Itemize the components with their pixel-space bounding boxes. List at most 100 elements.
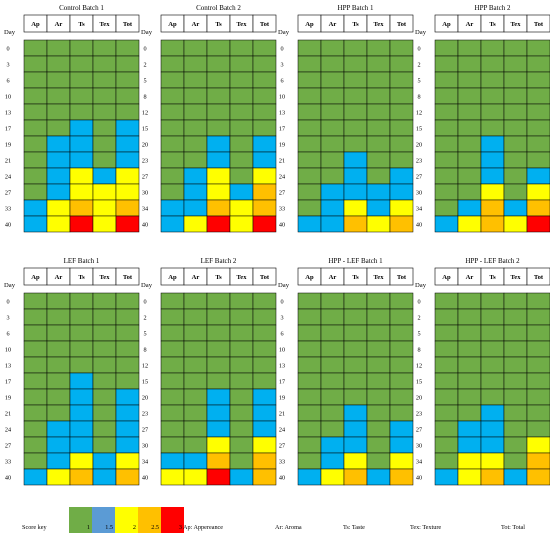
- legend-value: 1: [87, 524, 90, 531]
- heatmap-cell: [46, 292, 71, 310]
- heatmap-cell: [526, 436, 550, 454]
- day-label: 3: [6, 62, 9, 69]
- heatmap-cell: [115, 452, 140, 470]
- day-label: 40: [142, 222, 148, 229]
- heatmap-cell: [389, 324, 414, 342]
- heatmap-cell: [252, 292, 277, 310]
- heatmap-cell: [457, 119, 482, 137]
- heatmap-cell: [480, 420, 505, 438]
- heatmap-cell: [69, 151, 94, 169]
- heatmap-cell: [434, 87, 459, 105]
- heatmap-cell: [69, 308, 94, 326]
- heatmap-cell: [229, 103, 254, 121]
- day-label: 5: [143, 331, 146, 338]
- heatmap-cell: [206, 340, 231, 358]
- column-header: Tex: [510, 21, 521, 28]
- heatmap-cell: [160, 215, 185, 233]
- heatmap-cell: [389, 87, 414, 105]
- day-label: 24: [5, 174, 11, 181]
- heatmap-cell: [252, 420, 277, 438]
- day-label: 40: [279, 475, 285, 482]
- column-header: Ar: [466, 274, 474, 281]
- heatmap-cell: [252, 215, 277, 233]
- heatmap-cell: [46, 199, 71, 217]
- heatmap-cell: [183, 436, 208, 454]
- heatmap-cell: [23, 372, 48, 390]
- heatmap-cell: [252, 404, 277, 422]
- heatmap-cell: [69, 356, 94, 374]
- column-header: Ar: [329, 274, 337, 281]
- heatmap-cell: [389, 135, 414, 153]
- heatmap-cell: [183, 55, 208, 73]
- heatmap-cell: [115, 356, 140, 374]
- heatmap-cell: [46, 452, 71, 470]
- heatmap-cell: [115, 388, 140, 406]
- heatmap-cell: [115, 199, 140, 217]
- day-header: Day: [415, 282, 427, 289]
- column-header: Ar: [192, 21, 200, 28]
- heatmap-cell: [160, 39, 185, 57]
- day-label: 20: [416, 142, 422, 149]
- heatmap-cell: [183, 468, 208, 486]
- day-label: 27: [279, 190, 285, 197]
- column-header: Tex: [236, 21, 247, 28]
- heatmap-cell: [297, 167, 322, 185]
- day-label: 34: [416, 206, 422, 213]
- heatmap-cell: [343, 183, 368, 201]
- heatmap-cell: [252, 135, 277, 153]
- heatmap-cell: [389, 292, 414, 310]
- heatmap-cell: [343, 151, 368, 169]
- heatmap-cell: [183, 151, 208, 169]
- day-label: 12: [416, 363, 422, 370]
- heatmap-cell: [92, 71, 117, 89]
- heatmap-cell: [160, 420, 185, 438]
- column-header: Ts: [215, 274, 222, 281]
- heatmap-cell: [320, 356, 345, 374]
- heatmap-cell: [92, 103, 117, 121]
- heatmap-cell: [206, 420, 231, 438]
- day-label: 23: [416, 158, 422, 165]
- heatmap-cell: [434, 468, 459, 486]
- heatmap-cell: [343, 215, 368, 233]
- heatmap-cell: [92, 356, 117, 374]
- heatmap-cell: [503, 404, 528, 422]
- heatmap-cell: [115, 420, 140, 438]
- heatmap-cell: [297, 135, 322, 153]
- day-label: 0: [6, 46, 9, 53]
- heatmap-cell: [457, 167, 482, 185]
- heatmap-cell: [297, 199, 322, 217]
- heatmap-cell: [252, 199, 277, 217]
- heatmap-cell: [160, 340, 185, 358]
- heatmap-cell: [366, 324, 391, 342]
- heatmap-cell: [366, 292, 391, 310]
- day-header: Day: [141, 282, 153, 289]
- heatmap-cell: [297, 292, 322, 310]
- column-header: Ap: [442, 274, 451, 281]
- heatmap-cell: [389, 308, 414, 326]
- heatmap-cell: [320, 372, 345, 390]
- heatmap-cell: [252, 103, 277, 121]
- column-header: Ts: [78, 21, 85, 28]
- heatmap-cell: [252, 372, 277, 390]
- heatmap-cell: [320, 324, 345, 342]
- legend-swatch: [161, 507, 184, 533]
- heatmap-cell: [46, 372, 71, 390]
- heatmap-cell: [23, 468, 48, 486]
- column-header: Tot: [534, 274, 544, 281]
- heatmap-cell: [23, 308, 48, 326]
- day-label: 34: [416, 459, 422, 466]
- heatmap-cell: [343, 436, 368, 454]
- column-header: Ts: [352, 21, 359, 28]
- heatmap-cell: [23, 183, 48, 201]
- heatmap-cell: [229, 135, 254, 153]
- column-header: Ap: [442, 21, 451, 28]
- heatmap-cell: [480, 199, 505, 217]
- heatmap-cell: [23, 87, 48, 105]
- day-label: 10: [5, 94, 11, 101]
- day-label: 40: [5, 222, 11, 229]
- heatmap-cell: [92, 324, 117, 342]
- heatmap-cell: [229, 324, 254, 342]
- day-header: Day: [278, 282, 290, 289]
- column-header-cell: [389, 14, 414, 33]
